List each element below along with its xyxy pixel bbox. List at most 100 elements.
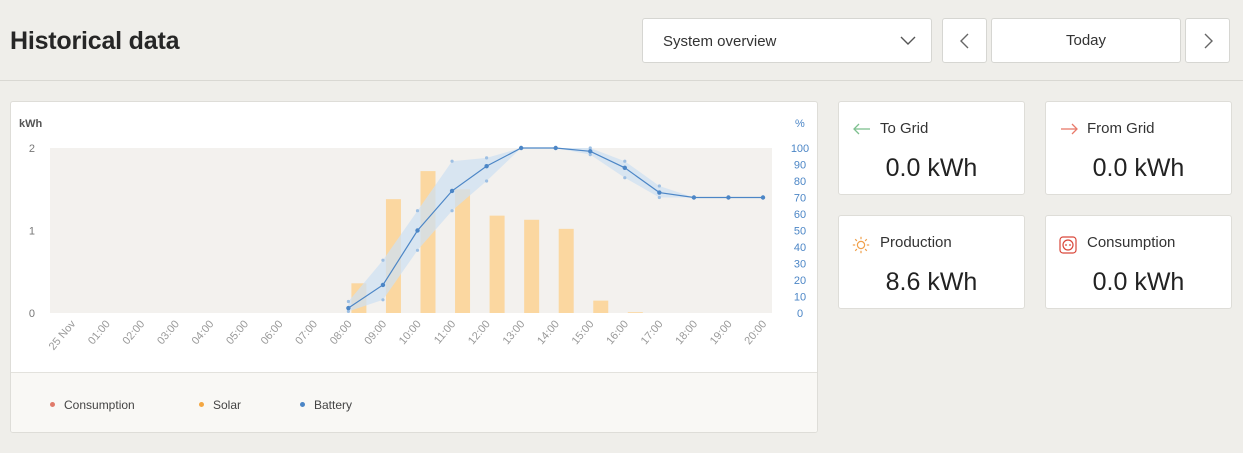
battery-point bbox=[346, 305, 351, 311]
x-tick-label: 04:00 bbox=[190, 318, 217, 347]
date-button[interactable]: Today bbox=[991, 18, 1181, 63]
chart-legend: Consumption Solar Battery bbox=[11, 372, 817, 432]
x-tick-label: 19:00 bbox=[708, 318, 735, 347]
battery-max-point bbox=[485, 156, 489, 160]
battery-max-point bbox=[623, 159, 627, 163]
x-tick-label: 02:00 bbox=[121, 318, 148, 347]
legend-label: Consumption bbox=[64, 398, 135, 412]
battery-point bbox=[691, 195, 697, 200]
x-tick-label: 20:00 bbox=[742, 318, 769, 347]
right-tick-label: 50 bbox=[794, 226, 806, 238]
next-day-button[interactable] bbox=[1185, 18, 1230, 63]
battery-point bbox=[518, 145, 524, 151]
production-label: Production bbox=[880, 234, 952, 251]
right-tick-label: 100 bbox=[791, 143, 809, 155]
right-tick-label: 80 bbox=[794, 176, 806, 188]
right-tick-label: 40 bbox=[794, 242, 806, 254]
battery-point bbox=[588, 149, 593, 154]
battery-point bbox=[760, 195, 766, 200]
consumption-value: 0.0 kWh bbox=[1092, 268, 1185, 296]
x-tick-label: 17:00 bbox=[639, 318, 666, 347]
legend-label: Solar bbox=[213, 398, 242, 412]
solar-bar bbox=[558, 228, 574, 313]
battery-point bbox=[415, 228, 420, 233]
battery-min-point bbox=[346, 309, 350, 313]
chevron-right-icon bbox=[1204, 33, 1213, 49]
solar-bar bbox=[455, 189, 471, 313]
battery-max-point bbox=[657, 184, 661, 188]
battery-min-point bbox=[485, 179, 489, 183]
x-tick-label: 09:00 bbox=[362, 318, 389, 347]
left-tick-label: 0 bbox=[29, 308, 35, 320]
battery-min-point bbox=[588, 153, 592, 157]
previous-day-button[interactable] bbox=[942, 18, 987, 63]
x-tick-label: 14:00 bbox=[535, 318, 562, 347]
battery-point bbox=[380, 282, 386, 288]
arrow-right-icon bbox=[1061, 123, 1078, 135]
sun-icon bbox=[852, 236, 870, 254]
x-tick-label: 06:00 bbox=[259, 318, 286, 347]
battery-max-point bbox=[381, 258, 385, 262]
solar-bar bbox=[627, 312, 643, 313]
x-tick-label: 10:00 bbox=[397, 318, 424, 347]
production-card: Production 8.6 kWh bbox=[838, 215, 1025, 309]
battery-max-point bbox=[588, 146, 592, 150]
solar-bar bbox=[524, 219, 540, 313]
left-axis-label: kWh bbox=[19, 118, 43, 130]
solar-bar bbox=[489, 215, 505, 313]
solar-dot-icon bbox=[199, 402, 204, 407]
legend-item-solar[interactable]: Solar bbox=[199, 398, 241, 412]
right-tick-label: 30 bbox=[794, 259, 806, 271]
right-tick-label: 0 bbox=[797, 308, 803, 320]
battery-point bbox=[726, 195, 731, 200]
outlet-icon bbox=[1059, 236, 1077, 254]
consumption-label: Consumption bbox=[1087, 234, 1176, 251]
from-grid-value: 0.0 kWh bbox=[1092, 154, 1185, 182]
right-axis-label: % bbox=[795, 118, 805, 130]
x-tick-label: 13:00 bbox=[501, 318, 528, 347]
legend-item-consumption[interactable]: Consumption bbox=[50, 398, 135, 412]
right-tick-label: 70 bbox=[794, 193, 806, 205]
x-tick-label: 07:00 bbox=[293, 318, 320, 347]
battery-min-point bbox=[381, 298, 385, 302]
right-tick-label: 60 bbox=[794, 209, 806, 221]
left-tick-label: 2 bbox=[29, 143, 35, 155]
left-tick-label: 1 bbox=[29, 226, 35, 238]
battery-max-point bbox=[450, 159, 454, 163]
consumption-card: Consumption 0.0 kWh bbox=[1045, 215, 1232, 309]
legend-label: Battery bbox=[314, 398, 353, 412]
battery-min-point bbox=[415, 248, 420, 252]
battery-point bbox=[449, 188, 455, 194]
x-tick-label: 11:00 bbox=[432, 318, 458, 346]
x-tick-label: 16:00 bbox=[604, 318, 631, 347]
x-tick-label: 03:00 bbox=[155, 318, 182, 347]
x-tick-label: 25 Nov bbox=[47, 318, 79, 353]
solar-bar bbox=[593, 300, 609, 313]
battery-point bbox=[553, 145, 558, 151]
view-select[interactable]: System overview bbox=[642, 18, 932, 63]
battery-max-point bbox=[346, 299, 350, 304]
to-grid-value: 0.0 kWh bbox=[885, 154, 978, 182]
consumption-dot-icon bbox=[50, 402, 55, 407]
right-tick-label: 10 bbox=[794, 292, 806, 304]
battery-max-point bbox=[415, 209, 420, 213]
view-select-value: System overview bbox=[663, 33, 777, 50]
battery-point bbox=[657, 190, 662, 195]
history-chart: kWh % 0 1 2 0 10 20 30 40 50 60 70 80 90 100 25 Nov 0… bbox=[19, 118, 809, 353]
header: Historical data System overview Today bbox=[0, 0, 1243, 81]
battery-point bbox=[484, 163, 489, 169]
right-tick-label: 90 bbox=[794, 160, 806, 172]
battery-min-point bbox=[657, 195, 661, 200]
right-tick-label: 20 bbox=[794, 275, 806, 287]
from-grid-label: From Grid bbox=[1087, 120, 1155, 137]
legend-item-battery[interactable]: Battery bbox=[300, 398, 352, 412]
production-value: 8.6 kWh bbox=[885, 268, 978, 296]
x-tick-label: 12:00 bbox=[466, 318, 493, 347]
battery-point bbox=[622, 165, 627, 170]
battery-min-point bbox=[450, 209, 454, 213]
x-tick-label: 08:00 bbox=[328, 318, 355, 347]
chevron-left-icon bbox=[960, 33, 969, 49]
history-chart-card: kWh % 0 1 2 0 10 20 30 40 50 60 70 80 90 100 25 Nov 0… bbox=[10, 101, 818, 433]
from-grid-card: From Grid 0.0 kWh bbox=[1045, 101, 1232, 195]
battery-dot-icon bbox=[300, 402, 305, 407]
